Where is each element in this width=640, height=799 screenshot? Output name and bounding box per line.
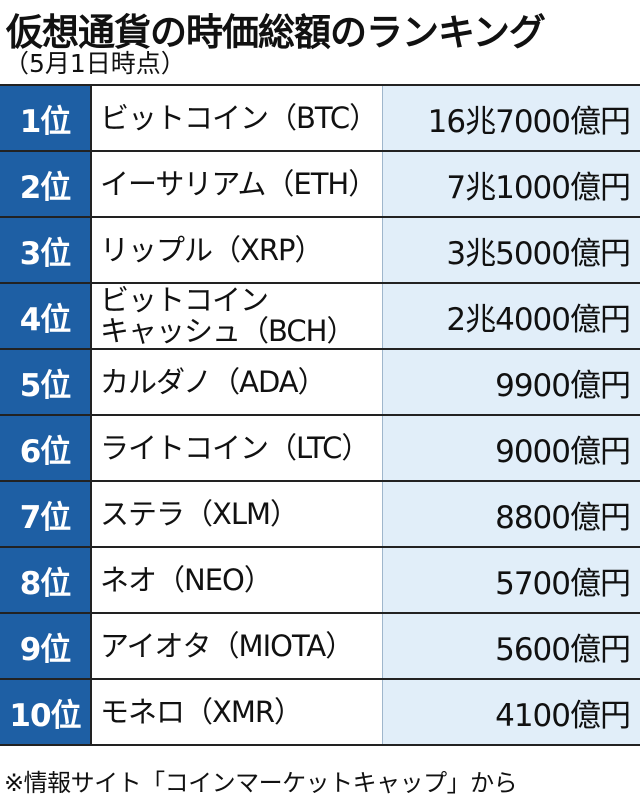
currency-name-cell: カルダノ（ADA） bbox=[92, 350, 382, 414]
table-row: 2位 イーサリアム（ETH） 7兆1000億円 bbox=[0, 152, 640, 218]
table-row: 6位 ライトコイン（LTC） 9000億円 bbox=[0, 416, 640, 482]
market-cap-cell: 5600億円 bbox=[382, 614, 640, 678]
rank-cell: 2位 bbox=[0, 152, 92, 216]
table-row: 7位 ステラ（XLM） 8800億円 bbox=[0, 482, 640, 548]
rank-cell: 6位 bbox=[0, 416, 92, 480]
currency-name-cell: アイオタ（MIOTA） bbox=[92, 614, 382, 678]
rank-cell: 7位 bbox=[0, 482, 92, 546]
rank-cell: 3位 bbox=[0, 218, 92, 282]
ranking-table: 1位 ビットコイン（BTC） 16兆7000億円 2位 イーサリアム（ETH） 7兆100… bbox=[0, 84, 640, 746]
table-row: 3位 リップル（XRP） 3兆5000億円 bbox=[0, 218, 640, 284]
currency-name-cell: イーサリアム（ETH） bbox=[92, 152, 382, 216]
table-row: 1位 ビットコイン（BTC） 16兆7000億円 bbox=[0, 86, 640, 152]
currency-name-cell: ビットコイン キャッシュ（BCH） bbox=[92, 284, 382, 348]
table-row: 5位 カルダノ（ADA） 9900億円 bbox=[0, 350, 640, 416]
currency-name-cell: リップル（XRP） bbox=[92, 218, 382, 282]
market-cap-cell: 3兆5000億円 bbox=[382, 218, 640, 282]
chart-title: 仮想通貨の時価総額のランキング bbox=[6, 11, 546, 54]
rank-cell: 8位 bbox=[0, 548, 92, 612]
currency-name-cell: ネオ（NEO） bbox=[92, 548, 382, 612]
table-row: 8位 ネオ（NEO） 5700億円 bbox=[0, 548, 640, 614]
currency-name-cell: ビットコイン（BTC） bbox=[92, 86, 382, 150]
table-row: 9位 アイオタ（MIOTA） 5600億円 bbox=[0, 614, 640, 680]
market-cap-cell: 4100億円 bbox=[382, 680, 640, 744]
source-note: ※情報サイト「コインマーケットキャップ」から bbox=[4, 769, 518, 797]
rank-cell: 9位 bbox=[0, 614, 92, 678]
table-row: 4位 ビットコイン キャッシュ（BCH） 2兆4000億円 bbox=[0, 284, 640, 350]
rank-cell: 4位 bbox=[0, 284, 92, 348]
rank-cell: 1位 bbox=[0, 86, 92, 150]
currency-name-cell: モネロ（XMR） bbox=[92, 680, 382, 744]
market-cap-cell: 8800億円 bbox=[382, 482, 640, 546]
rank-cell: 10位 bbox=[0, 680, 92, 744]
table-row: 10位 モネロ（XMR） 4100億円 bbox=[0, 680, 640, 746]
market-cap-cell: 5700億円 bbox=[382, 548, 640, 612]
chart-subtitle: （5月1日時点） bbox=[4, 49, 186, 78]
market-cap-cell: 9000億円 bbox=[382, 416, 640, 480]
currency-name-cell: ステラ（XLM） bbox=[92, 482, 382, 546]
rank-cell: 5位 bbox=[0, 350, 92, 414]
currency-name-cell: ライトコイン（LTC） bbox=[92, 416, 382, 480]
market-cap-cell: 7兆1000億円 bbox=[382, 152, 640, 216]
market-cap-cell: 9900億円 bbox=[382, 350, 640, 414]
market-cap-cell: 2兆4000億円 bbox=[382, 284, 640, 348]
market-cap-cell: 16兆7000億円 bbox=[382, 86, 640, 150]
